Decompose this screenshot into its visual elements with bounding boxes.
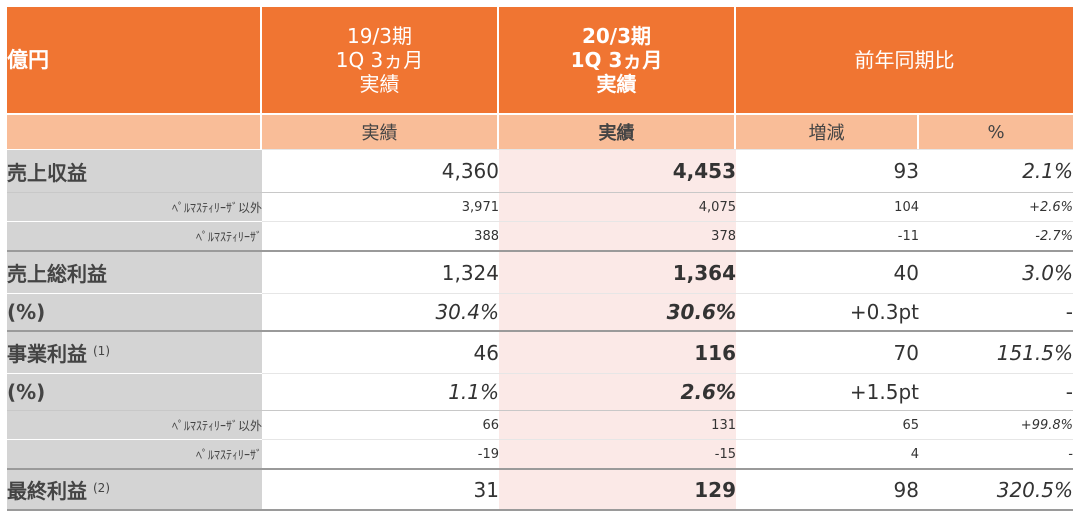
row-label: 売上収益 (7, 149, 262, 192)
subheader-percent: % (919, 113, 1073, 149)
cell-percent: - (919, 439, 1073, 468)
subheader-prev: 実績 (262, 113, 499, 149)
cell-prev: 30.4% (262, 293, 499, 330)
row-operating-profit: 事業利益 (1) 46 116 70 151.5% (7, 330, 1073, 373)
cell-change: +0.3pt (736, 293, 919, 330)
cell-curr: 1,364 (499, 250, 736, 293)
footnote-marker: (1) (93, 344, 110, 358)
subheader-change: 増減 (736, 113, 919, 149)
cell-prev: 1.1% (262, 373, 499, 410)
cell-curr: 131 (499, 410, 736, 439)
row-label: 事業利益 (7, 342, 87, 366)
row-revenue: 売上収益 4,360 4,453 93 2.1% (7, 149, 1073, 192)
cell-percent: - (919, 293, 1073, 330)
row-label: ﾍﾟﾙﾏｽﾃｨﾘｰｻﾞ (7, 221, 262, 250)
row-label-cell: 最終利益 (2) (7, 468, 262, 511)
row-label: (%) (7, 373, 262, 410)
header-prev-line-2: 1Q 3ヵ月 (335, 48, 424, 72)
row-revenue-persteril: ﾍﾟﾙﾏｽﾃｨﾘｰｻﾞ 388 378 -11 -2.7% (7, 221, 1073, 250)
cell-curr: 4,075 (499, 192, 736, 221)
row-gross-profit: 売上総利益 1,324 1,364 40 3.0% (7, 250, 1073, 293)
row-label: 売上総利益 (7, 250, 262, 293)
header-row: 億円 19/3期 1Q 3ヵ月 実績 20/3期 1Q 3ヵ月 実績 前年同期比 (7, 7, 1073, 113)
row-revenue-non-persteril: ﾍﾟﾙﾏｽﾃｨﾘｰｻﾞ以外 3,971 4,075 104 +2.6% (7, 192, 1073, 221)
row-label-cell: 事業利益 (1) (7, 330, 262, 373)
cell-curr: 378 (499, 221, 736, 250)
cell-percent: 3.0% (919, 250, 1073, 293)
cell-curr: 129 (499, 468, 736, 511)
cell-percent: 320.5% (919, 468, 1073, 511)
unit-label: 億円 (7, 7, 262, 113)
cell-prev: 66 (262, 410, 499, 439)
financial-results-table: 億円 19/3期 1Q 3ヵ月 実績 20/3期 1Q 3ヵ月 実績 前年同期比… (7, 7, 1073, 511)
header-current-period: 20/3期 1Q 3ヵ月 実績 (499, 7, 736, 113)
cell-change: 93 (736, 149, 919, 192)
cell-curr: 2.6% (499, 373, 736, 410)
cell-change: -11 (736, 221, 919, 250)
cell-prev: -19 (262, 439, 499, 468)
cell-change: 65 (736, 410, 919, 439)
cell-prev: 1,324 (262, 250, 499, 293)
row-label: 最終利益 (7, 479, 87, 503)
cell-percent: +2.6% (919, 192, 1073, 221)
cell-prev: 4,360 (262, 149, 499, 192)
header-curr-line-2: 1Q 3ヵ月 (570, 48, 663, 72)
cell-change: +1.5pt (736, 373, 919, 410)
header-prev-line-3: 実績 (359, 72, 400, 96)
cell-percent: - (919, 373, 1073, 410)
row-label: (%) (7, 293, 262, 330)
row-net-profit: 最終利益 (2) 31 129 98 320.5% (7, 468, 1073, 511)
cell-curr: 4,453 (499, 149, 736, 192)
cell-prev: 388 (262, 221, 499, 250)
row-gross-margin: (%) 30.4% 30.6% +0.3pt - (7, 293, 1073, 330)
header-curr-line-1: 20/3期 (581, 24, 652, 48)
cell-percent: 2.1% (919, 149, 1073, 192)
row-label: ﾍﾟﾙﾏｽﾃｨﾘｰｻﾞ (7, 439, 262, 468)
row-label: ﾍﾟﾙﾏｽﾃｨﾘｰｻﾞ以外 (7, 192, 262, 221)
row-op-non-persteril: ﾍﾟﾙﾏｽﾃｨﾘｰｻﾞ以外 66 131 65 +99.8% (7, 410, 1073, 439)
cell-percent: +99.8% (919, 410, 1073, 439)
cell-change: 40 (736, 250, 919, 293)
subheader-blank (7, 113, 262, 149)
cell-change: 70 (736, 330, 919, 373)
footnote-marker: (2) (93, 481, 110, 495)
cell-change: 98 (736, 468, 919, 511)
header-prev-line-1: 19/3期 (347, 24, 412, 48)
header-curr-line-3: 実績 (596, 72, 637, 96)
cell-percent: 151.5% (919, 330, 1073, 373)
cell-change: 104 (736, 192, 919, 221)
cell-prev: 31 (262, 468, 499, 511)
header-prev-period: 19/3期 1Q 3ヵ月 実績 (262, 7, 499, 113)
row-op-persteril: ﾍﾟﾙﾏｽﾃｨﾘｰｻﾞ -19 -15 4 - (7, 439, 1073, 468)
cell-percent: -2.7% (919, 221, 1073, 250)
cell-prev: 3,971 (262, 192, 499, 221)
cell-curr: -15 (499, 439, 736, 468)
cell-change: 4 (736, 439, 919, 468)
header-yoy: 前年同期比 (736, 7, 1073, 113)
subheader-curr: 実績 (499, 113, 736, 149)
cell-prev: 46 (262, 330, 499, 373)
row-operating-margin: (%) 1.1% 2.6% +1.5pt - (7, 373, 1073, 410)
cell-curr: 30.6% (499, 293, 736, 330)
subheader-row: 実績 実績 増減 % (7, 113, 1073, 149)
cell-curr: 116 (499, 330, 736, 373)
row-label: ﾍﾟﾙﾏｽﾃｨﾘｰｻﾞ以外 (7, 410, 262, 439)
